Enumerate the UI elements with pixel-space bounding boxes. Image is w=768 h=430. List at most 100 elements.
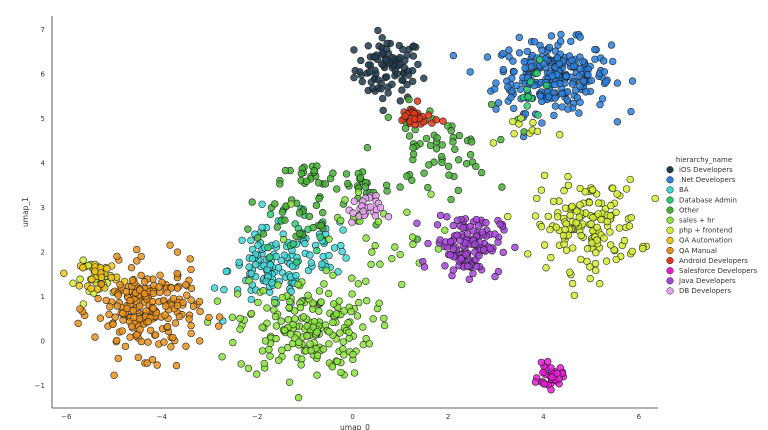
data-point: [167, 284, 176, 292]
y-tick-label: 6: [41, 70, 46, 78]
data-point: [345, 328, 353, 337]
data-point: [480, 246, 488, 254]
data-point: [620, 236, 629, 245]
data-point: [494, 99, 503, 107]
data-point: [337, 368, 345, 377]
data-point: [542, 81, 551, 90]
data-point: [594, 199, 603, 207]
data-point: [651, 194, 659, 203]
data-point: [309, 223, 317, 232]
data-point: [391, 243, 399, 251]
data-point: [504, 212, 512, 221]
data-point: [533, 127, 542, 136]
data-point: [349, 209, 357, 217]
data-point: [254, 241, 262, 249]
data-point: [424, 111, 433, 119]
data-point: [613, 79, 622, 87]
data-point: [606, 212, 614, 220]
x-tick-label: −2: [252, 413, 262, 421]
data-point: [498, 183, 506, 191]
data-point: [233, 290, 242, 298]
data-point: [97, 280, 106, 288]
data-point: [330, 300, 338, 308]
data-point: [382, 56, 391, 64]
legend-marker: [666, 186, 674, 194]
data-point: [449, 138, 457, 146]
data-point: [420, 74, 428, 82]
data-point: [455, 131, 464, 140]
data-point: [531, 378, 540, 386]
data-point: [597, 215, 605, 224]
data-point: [609, 184, 617, 192]
data-point: [468, 138, 476, 146]
data-point: [515, 33, 523, 42]
data-point: [491, 85, 499, 93]
legend-marker: [666, 267, 674, 275]
data-point: [182, 281, 190, 289]
data-point: [482, 219, 490, 227]
data-point: [592, 249, 600, 257]
data-point: [523, 85, 531, 94]
series-points: [449, 30, 637, 141]
data-point: [375, 42, 383, 50]
data-point: [143, 359, 151, 367]
legend: hierarchy_name iOS Developers .Net Develo…: [666, 156, 757, 295]
data-point: [317, 298, 325, 306]
data-point: [237, 360, 245, 368]
data-point: [281, 216, 289, 224]
data-point: [579, 57, 587, 66]
legend-label: iOS Developers: [679, 166, 733, 174]
data-point: [549, 197, 558, 206]
data-point: [337, 216, 345, 225]
x-tick-label: −6: [61, 413, 72, 421]
data-point: [357, 56, 365, 65]
data-point: [369, 315, 377, 323]
x-tick-label: 4: [541, 413, 546, 421]
data-point: [364, 61, 373, 69]
data-point: [382, 73, 391, 81]
data-point: [296, 229, 304, 238]
data-point: [314, 179, 323, 187]
data-point: [218, 353, 226, 361]
legend-label: QA Manual: [679, 247, 717, 255]
data-point: [264, 243, 272, 252]
data-point: [396, 53, 404, 62]
data-point: [162, 302, 170, 310]
legend-label: Database Admin: [679, 196, 737, 204]
data-point: [537, 186, 546, 194]
data-point: [376, 260, 384, 268]
data-point: [382, 181, 391, 189]
data-point: [102, 296, 110, 305]
data-point: [76, 305, 84, 313]
data-point: [222, 267, 230, 276]
data-point: [371, 241, 379, 250]
data-point: [315, 194, 323, 203]
data-point: [302, 177, 311, 185]
data-point: [79, 264, 87, 272]
data-point: [258, 200, 266, 208]
data-point: [521, 64, 529, 72]
data-point: [388, 255, 396, 263]
data-point: [160, 338, 168, 346]
data-point: [566, 211, 574, 219]
data-point: [126, 296, 134, 305]
data-point: [388, 80, 396, 88]
data-point: [492, 79, 500, 87]
data-point: [463, 230, 472, 238]
data-point: [113, 336, 121, 345]
data-point: [294, 394, 303, 402]
data-point: [596, 101, 604, 109]
y-tick-label: 5: [41, 115, 45, 123]
data-point: [410, 115, 419, 123]
legend-marker: [666, 287, 674, 295]
data-point: [354, 280, 362, 288]
data-point: [369, 84, 377, 93]
data-point: [356, 68, 364, 76]
data-point: [462, 160, 471, 168]
data-point: [446, 251, 454, 259]
data-point: [187, 265, 195, 274]
data-point: [328, 363, 336, 371]
data-point: [297, 169, 305, 178]
data-point: [187, 321, 195, 330]
data-point: [285, 378, 294, 386]
